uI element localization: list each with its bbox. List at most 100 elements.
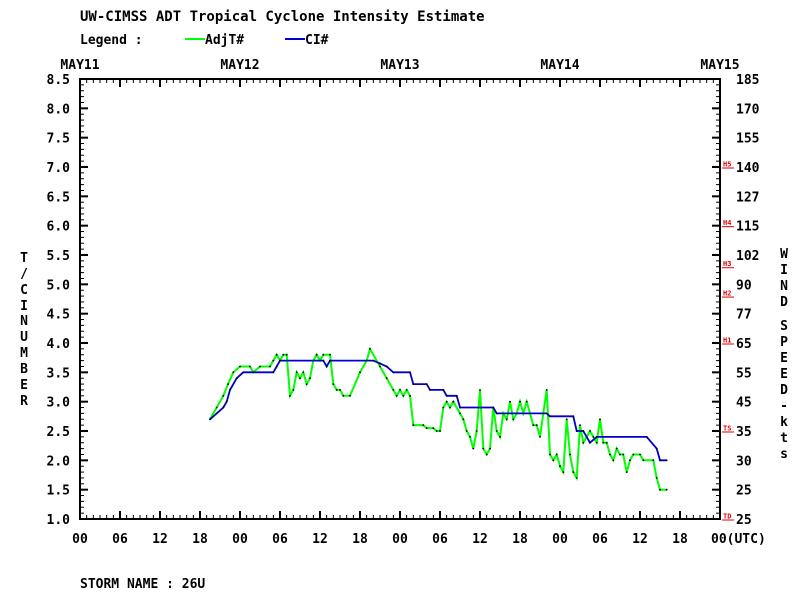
data-point xyxy=(465,430,468,432)
date-label: MAY14 xyxy=(540,58,579,73)
data-point xyxy=(445,394,448,397)
data-point xyxy=(259,365,261,368)
category-label: H1 xyxy=(723,337,731,345)
data-point xyxy=(269,365,271,368)
right-tick-label: 30 xyxy=(736,454,752,469)
data-point xyxy=(492,406,495,409)
data-point xyxy=(615,447,618,450)
data-point xyxy=(392,389,395,391)
category-label: H2 xyxy=(723,290,731,298)
data-point xyxy=(572,471,575,473)
data-point xyxy=(582,430,585,432)
data-point xyxy=(645,436,648,438)
data-point xyxy=(392,371,395,374)
data-point xyxy=(442,406,445,409)
hour-label: 00 xyxy=(72,532,88,547)
hour-label: 06 xyxy=(272,532,288,547)
data-point xyxy=(232,371,235,374)
data-point xyxy=(299,377,301,380)
data-point xyxy=(535,424,538,426)
legend: Legend : AdjT# CI# xyxy=(80,33,329,48)
left-axis-title: / xyxy=(20,267,28,282)
data-point xyxy=(459,412,461,415)
data-point xyxy=(445,400,448,403)
data-point xyxy=(589,430,591,432)
right-tick-label: 170 xyxy=(736,102,760,117)
data-point xyxy=(282,353,285,356)
data-point xyxy=(279,359,281,362)
right-axis-title: - xyxy=(780,399,788,414)
hour-label: 00(UTC) xyxy=(711,532,766,547)
right-axis-title: E xyxy=(780,367,788,382)
data-point xyxy=(589,441,591,444)
data-point xyxy=(275,365,278,368)
data-point xyxy=(582,441,585,444)
data-point xyxy=(399,389,401,391)
data-point xyxy=(575,430,578,432)
hour-label: 12 xyxy=(632,532,648,547)
data-point xyxy=(272,371,275,374)
data-point xyxy=(579,424,581,426)
category-label: H5 xyxy=(723,161,731,169)
legend-entry: CI# xyxy=(305,33,329,48)
data-point xyxy=(385,377,388,380)
data-point xyxy=(349,394,351,397)
left-tick-label: 1.0 xyxy=(47,513,71,528)
data-point xyxy=(305,383,308,385)
data-point xyxy=(272,359,275,362)
left-tick-label: 7.0 xyxy=(47,161,71,176)
right-axis-title: S xyxy=(780,319,788,334)
data-point xyxy=(459,406,461,409)
category-label: TD xyxy=(723,513,731,521)
left-tick-label: 8.5 xyxy=(47,73,70,88)
right-tick-label: 45 xyxy=(736,396,752,411)
right-tick-label: 25 xyxy=(736,484,752,499)
data-point xyxy=(372,359,375,362)
right-axis-title: P xyxy=(780,335,788,350)
data-point xyxy=(549,453,551,456)
data-point xyxy=(552,459,555,462)
chart-title: UW-CIMSS ADT Tropical Cyclone Intensity … xyxy=(80,9,485,25)
data-point xyxy=(322,353,325,356)
left-tick-label: 1.5 xyxy=(47,484,70,499)
left-axis-title: M xyxy=(20,346,28,361)
data-point xyxy=(569,453,571,456)
data-point xyxy=(499,436,501,438)
left-tick-label: 5.5 xyxy=(47,249,70,264)
hour-label: 18 xyxy=(352,532,368,547)
left-axis-title: N xyxy=(20,314,28,329)
data-point xyxy=(209,418,211,421)
data-point xyxy=(379,362,381,365)
category-label: TS xyxy=(723,425,731,433)
data-point xyxy=(332,383,335,385)
right-tick-label: 155 xyxy=(736,132,759,147)
right-axis-title: k xyxy=(780,415,788,430)
data-point xyxy=(632,453,635,456)
data-point xyxy=(425,427,428,429)
hour-label: 12 xyxy=(152,532,168,547)
data-point xyxy=(302,371,305,374)
data-point xyxy=(342,394,345,397)
data-point xyxy=(395,394,398,397)
data-point xyxy=(659,488,661,491)
data-point xyxy=(562,471,565,473)
right-tick-label: 35 xyxy=(736,425,752,440)
left-tick-label: 5.0 xyxy=(47,278,71,293)
date-label: MAY11 xyxy=(60,58,99,73)
data-point xyxy=(609,453,611,456)
data-point xyxy=(412,383,415,385)
data-point xyxy=(495,430,498,432)
right-tick-label: 65 xyxy=(736,337,752,352)
data-point xyxy=(359,371,361,374)
right-tick-label: 90 xyxy=(736,278,752,293)
hour-label: 06 xyxy=(592,532,608,547)
left-axis-title: C xyxy=(20,283,28,298)
legend-entry: AdjT# xyxy=(205,33,244,48)
category-label: H4 xyxy=(723,219,731,227)
storm-name: STORM NAME : 26U xyxy=(80,577,205,592)
series-line xyxy=(209,359,667,462)
hour-label: 06 xyxy=(432,532,448,547)
data-point xyxy=(575,477,578,479)
right-tick-label: 140 xyxy=(736,161,760,176)
